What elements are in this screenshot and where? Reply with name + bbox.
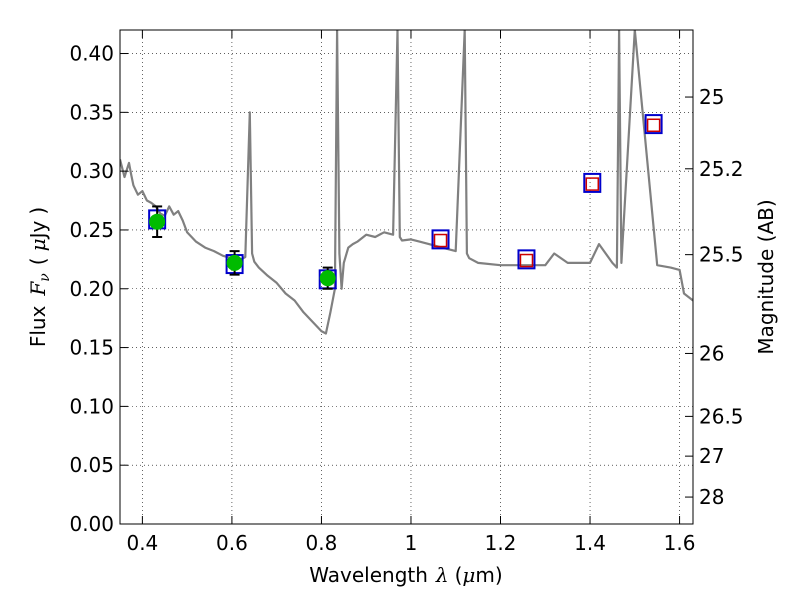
x-tick-label: 1: [405, 531, 418, 555]
upper-photometry-box: [519, 253, 534, 268]
upper-photometry-box: [585, 177, 600, 191]
mag-tick-label: 28: [699, 485, 724, 509]
y-tick-label: 0.10: [69, 394, 114, 418]
x-tick-label: 1.6: [664, 531, 696, 555]
mag-tick-label: 25: [699, 85, 724, 109]
y-tick-label: 0.20: [69, 277, 114, 301]
observed-point: [226, 254, 243, 271]
y-axis-title: FluxFν(μJy): [26, 207, 53, 347]
mag-tick-label: 26.5: [699, 404, 744, 428]
axis-ticks: 0.4 0.6 0.8 1 1.2 1.4 1.6 0.00 0.05 0.10 0.15 0.20 0…: [69, 30, 744, 555]
x-tick-label: 0.6: [216, 531, 248, 555]
model-spectrum-line: [120, 30, 693, 335]
y-tick-label: 0.15: [69, 336, 114, 360]
model-photometry-box: [517, 249, 536, 270]
observed-point: [319, 270, 336, 287]
mag-tick-label: 27: [699, 444, 724, 468]
x-tick-label: 0.4: [126, 531, 158, 555]
upper-photometry-box: [433, 233, 448, 248]
y-tick-label: 0.25: [69, 218, 114, 242]
model-photometry-box: [583, 172, 602, 193]
plot-area: [120, 30, 693, 524]
x-axis-title: Wavelength λ (μm): [309, 563, 502, 587]
model-photometry-box: [431, 229, 450, 250]
mag-tick-label: 26: [699, 341, 724, 365]
y-tick-label: 0.05: [69, 453, 114, 477]
observed-point: [149, 213, 166, 230]
data-marks: [120, 30, 693, 335]
plot-content: [120, 30, 693, 335]
model-photometry-box: [644, 114, 663, 135]
y-tick-label: 0.30: [69, 159, 114, 183]
plot-frame: [119, 29, 694, 525]
x-tick-label: 0.8: [306, 531, 338, 555]
x-tick-label: 1.4: [574, 531, 606, 555]
y-tick-label: 0.40: [69, 42, 114, 66]
y-tick-label: 0.00: [69, 512, 114, 536]
y-tick-label: 0.35: [69, 100, 114, 124]
upper-photometry-box: [646, 118, 661, 133]
mag-tick-label: 25.5: [699, 243, 744, 267]
y2-axis-title: Magnitude (AB): [754, 199, 778, 354]
x-tick-label: 1.2: [485, 531, 517, 555]
mag-tick-label: 25.2: [699, 157, 744, 181]
